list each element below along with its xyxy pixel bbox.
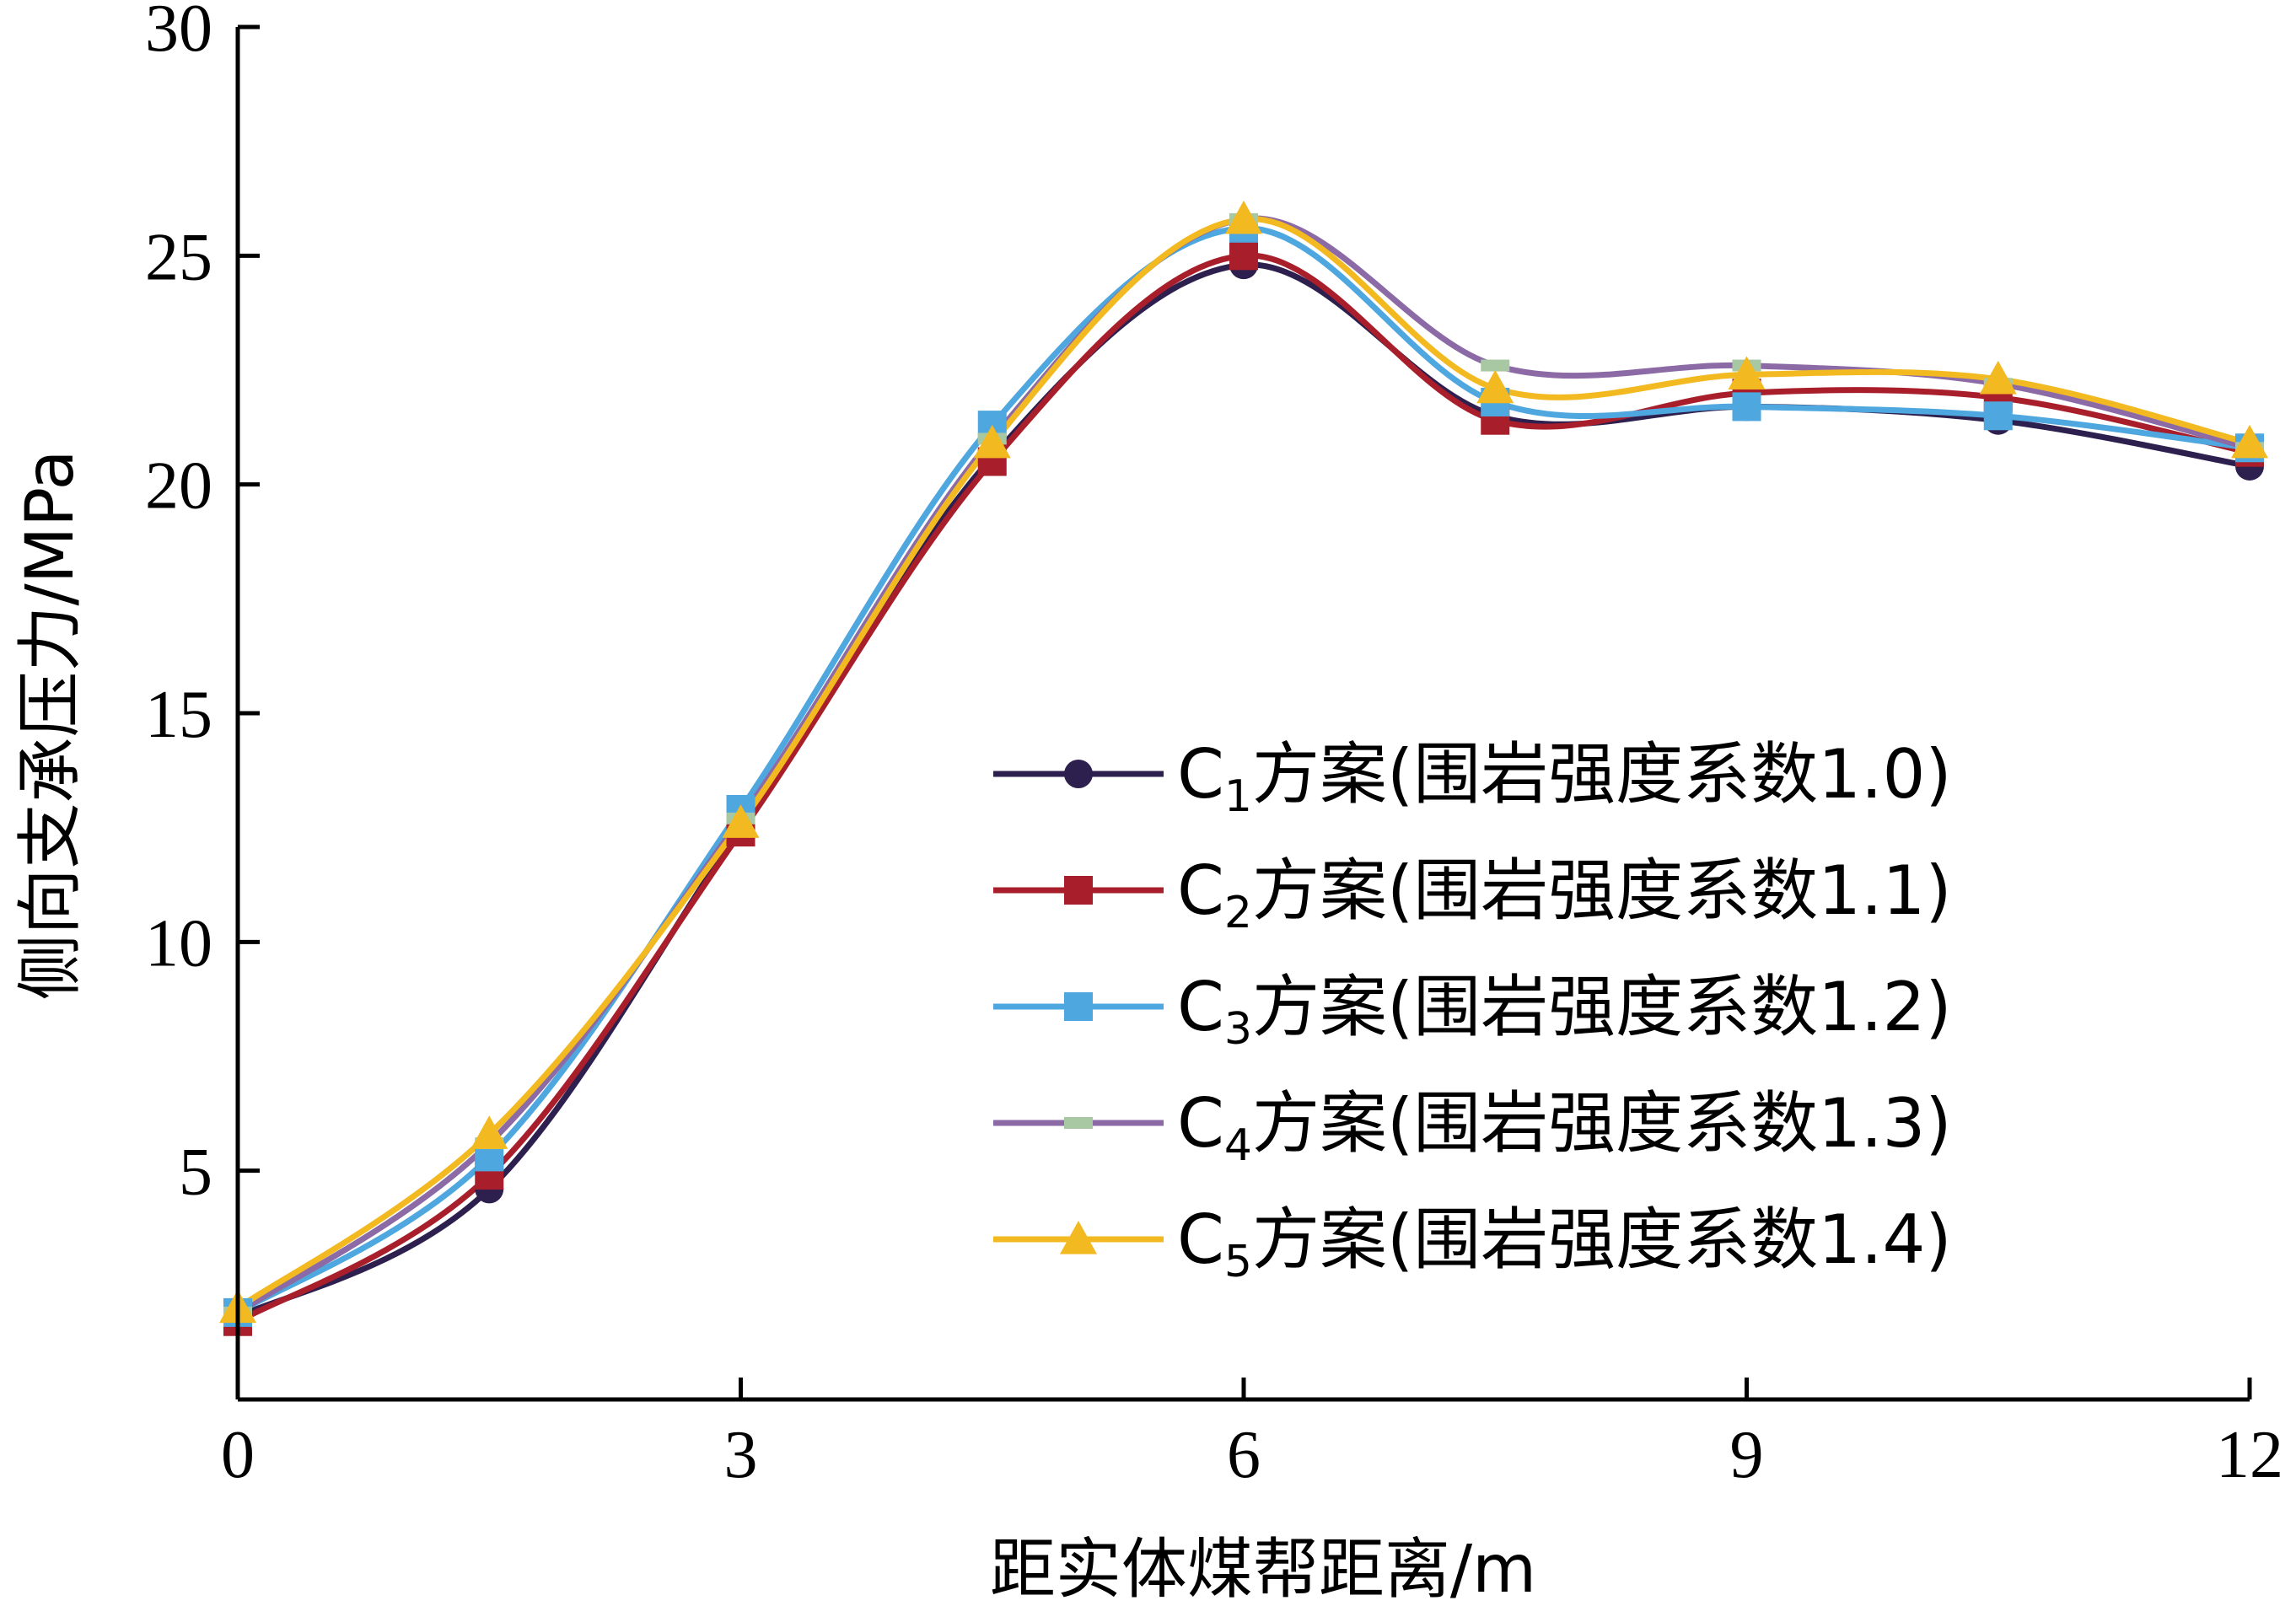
legend-item-c1: C1方案(围岩强度系数1.0)	[993, 735, 1952, 822]
x-tick-label: 0	[221, 1418, 255, 1492]
x-axis-title: 距实体煤帮距离/m	[990, 1532, 1536, 1606]
data-point-c5	[2231, 424, 2268, 459]
legend-item-c5: C5方案(围岩强度系数1.4)	[993, 1200, 1952, 1287]
data-point-c3	[1732, 392, 1761, 422]
legend-label: C2方案(围岩强度系数1.1)	[1177, 851, 1952, 938]
legend-marker	[1064, 876, 1093, 905]
data-point-c3	[1983, 401, 2013, 431]
data-point-c2	[1229, 241, 1258, 271]
series-lines	[236, 215, 2250, 1324]
y-tick-label: 25	[145, 220, 212, 294]
y-tick-label: 15	[145, 678, 212, 752]
y-tick-label: 20	[145, 449, 212, 524]
y-tick-label: 5	[179, 1136, 212, 1210]
plot-area	[219, 200, 2268, 1336]
y-tick-label: 10	[145, 906, 212, 980]
y-axis-title: 侧向支承压力/MPa	[13, 450, 89, 1001]
x-tick-label: 3	[724, 1418, 758, 1492]
series-line-c2	[236, 252, 2250, 1324]
series-line-c5	[236, 216, 2250, 1311]
data-point-c5	[722, 804, 760, 838]
legend: C1方案(围岩强度系数1.0) C2方案(围岩强度系数1.1) C3方案(围岩强度系…	[993, 735, 1952, 1287]
x-tick-label: 9	[1730, 1418, 1764, 1492]
legend-marker	[1064, 760, 1093, 788]
legend-label: C4方案(围岩强度系数1.3)	[1177, 1084, 1952, 1171]
legend-marker	[1064, 1117, 1093, 1129]
data-point-c5	[470, 1115, 508, 1149]
legend-marker	[1064, 992, 1093, 1021]
legend-marker	[1060, 1221, 1097, 1254]
legend-item-c2: C2方案(围岩强度系数1.1)	[993, 851, 1952, 938]
data-point-c4	[1481, 359, 1510, 372]
data-point-c5	[1728, 356, 1766, 390]
x-tick-label: 12	[2216, 1418, 2283, 1492]
data-point-c5	[973, 424, 1011, 459]
data-point-c5	[1476, 369, 1514, 404]
legend-label: C5方案(围岩强度系数1.4)	[1177, 1200, 1952, 1287]
legend-label: C3方案(围岩强度系数1.2)	[1177, 968, 1952, 1055]
x-ticks: 0 3 6 9 12	[221, 1378, 2283, 1492]
y-ticks: 5 10 15 20 25 30	[145, 0, 260, 1210]
y-tick-label: 30	[145, 0, 212, 66]
data-point-c5	[1225, 200, 1262, 234]
axes: 5 10 15 20 25 30 0 3 6 9 12	[145, 0, 2283, 1492]
legend-label: C1方案(围岩强度系数1.0)	[1177, 735, 1952, 822]
x-tick-label: 6	[1227, 1418, 1261, 1492]
data-point-c5	[1979, 360, 2017, 395]
legend-item-c4: C4方案(围岩强度系数1.3)	[993, 1084, 1952, 1171]
legend-item-c3: C3方案(围岩强度系数1.2)	[993, 968, 1952, 1055]
